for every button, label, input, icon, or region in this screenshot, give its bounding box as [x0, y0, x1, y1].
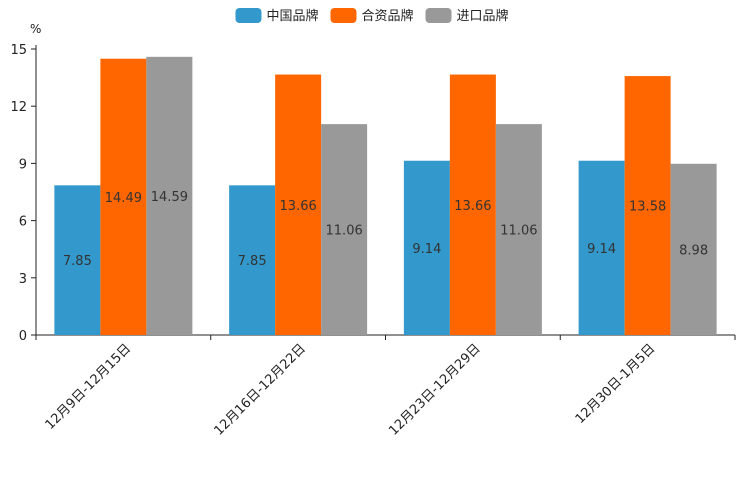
- data-label: 11.06: [326, 224, 363, 239]
- legend: 中国品牌 合资品牌 进口品牌: [235, 8, 509, 24]
- bar[interactable]: [670, 163, 717, 335]
- y-tick-label: 3: [19, 272, 27, 287]
- bar[interactable]: [229, 185, 276, 335]
- bar[interactable]: [403, 160, 450, 335]
- x-axis: 12月9日-12月15日 12月16日-12月22日 12月23日-12月29日 12…: [35, 334, 736, 439]
- x-category-label: 12月9日-12月15日: [43, 341, 135, 433]
- legend-label: 合资品牌: [361, 8, 413, 24]
- data-label: 8.98: [679, 243, 708, 258]
- legend-label: 进口品牌: [457, 8, 509, 24]
- legend-swatch: [235, 8, 262, 23]
- legend-item[interactable]: 合资品牌: [330, 8, 414, 24]
- bar[interactable]: [449, 74, 496, 336]
- y-axis-unit-label: %: [30, 22, 41, 36]
- bars: [54, 56, 717, 336]
- data-label: 14.49: [105, 191, 142, 206]
- bar[interactable]: [275, 74, 322, 336]
- bar[interactable]: [54, 185, 101, 335]
- data-labels: 7.85 7.85 9.14 9.14 14.49 13.66 13.66 13.58 14.5…: [63, 190, 708, 269]
- data-label: 9.14: [412, 242, 441, 257]
- data-label: 13.58: [629, 200, 666, 215]
- data-label: 9.14: [587, 242, 616, 257]
- bar[interactable]: [495, 124, 542, 335]
- bar[interactable]: [146, 56, 193, 336]
- y-tick-label: 9: [19, 157, 27, 172]
- legend-item[interactable]: 进口品牌: [425, 8, 509, 24]
- legend-swatch: [330, 8, 357, 23]
- y-tick-label: 0: [19, 329, 27, 344]
- bar[interactable]: [624, 76, 671, 335]
- data-label: 14.59: [151, 190, 188, 205]
- legend-label: 中国品牌: [266, 8, 318, 24]
- data-label: 13.66: [280, 199, 317, 214]
- data-label: 7.85: [63, 254, 92, 269]
- legend-item[interactable]: 中国品牌: [235, 8, 318, 24]
- y-tick-label: 15: [10, 43, 27, 58]
- data-label: 11.06: [500, 224, 537, 239]
- legend-swatch: [425, 8, 452, 23]
- data-label: 13.66: [454, 199, 491, 214]
- data-label: 7.85: [238, 254, 267, 269]
- bar[interactable]: [100, 58, 147, 335]
- bar[interactable]: [321, 124, 368, 335]
- x-category-label: 12月16日-12月22日: [211, 341, 308, 438]
- y-tick-label: 6: [19, 215, 27, 230]
- x-category-label: 12月23日-12月29日: [386, 341, 483, 438]
- y-axis: 0 3 6 9 12 15: [10, 43, 37, 344]
- y-tick-label: 12: [10, 100, 27, 115]
- bar[interactable]: [578, 160, 625, 335]
- x-category-label: 12月30日-1月5日: [573, 341, 659, 427]
